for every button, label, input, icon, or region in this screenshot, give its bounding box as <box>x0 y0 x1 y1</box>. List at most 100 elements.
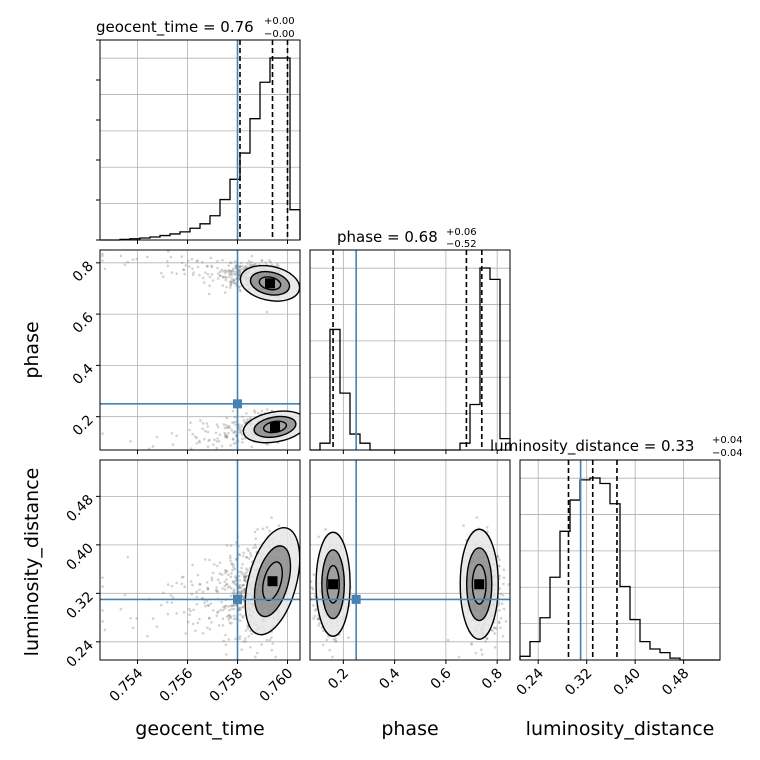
sample-point <box>191 267 194 270</box>
sample-point <box>216 277 220 280</box>
sample-point <box>192 608 195 612</box>
sample-point <box>233 588 236 591</box>
sample-point <box>247 259 251 263</box>
sample-point <box>501 593 505 597</box>
sample-point <box>222 639 226 643</box>
sample-point <box>229 594 233 598</box>
sample-point <box>224 269 228 273</box>
sample-point <box>227 424 231 428</box>
sample-point <box>325 638 329 642</box>
sample-point <box>498 558 501 562</box>
sample-point <box>229 575 233 579</box>
sample-point <box>228 613 231 617</box>
sample-point <box>170 584 174 588</box>
sample-point <box>334 639 337 643</box>
sample-point <box>210 264 213 268</box>
sample-point <box>229 269 233 273</box>
sample-point <box>230 274 233 277</box>
sample-point <box>209 256 213 260</box>
sample-point <box>231 591 235 595</box>
sample-point <box>230 279 233 283</box>
sample-point <box>195 441 199 445</box>
sample-point <box>217 440 221 443</box>
sample-point <box>180 255 184 258</box>
sample-point <box>170 271 174 274</box>
sample-point <box>253 655 257 659</box>
sample-point <box>123 593 127 597</box>
sample-point <box>230 261 233 265</box>
sample-point <box>240 267 243 271</box>
sample-point <box>243 578 246 582</box>
sample-point <box>224 276 228 280</box>
sample-point <box>198 439 201 443</box>
sample-point <box>232 614 236 618</box>
sample-point <box>231 580 235 584</box>
sample-point <box>223 431 226 435</box>
sample-point <box>246 568 249 572</box>
sample-point <box>221 284 225 287</box>
sample-point <box>123 263 127 266</box>
sample-point <box>208 275 212 279</box>
sample-point <box>486 530 489 534</box>
sample-point <box>210 273 214 276</box>
sample-point <box>192 271 195 274</box>
sample-point <box>233 582 236 585</box>
sample-point <box>244 576 247 580</box>
sample-point <box>247 549 250 553</box>
sample-point <box>242 267 246 270</box>
sample-point <box>240 648 244 652</box>
sample-point <box>161 275 165 278</box>
sample-point <box>268 259 271 262</box>
sample-point <box>269 260 273 264</box>
xlabel-geocent_time: geocent_time <box>135 718 264 740</box>
sample-point <box>184 632 188 635</box>
sample-point <box>191 583 194 587</box>
title-phase: phase = 0.68 <box>337 228 438 246</box>
sample-point <box>101 576 104 580</box>
sample-point <box>216 611 219 614</box>
sample-point <box>220 600 224 604</box>
sample-point <box>268 638 272 642</box>
sample-point <box>242 551 245 555</box>
sample-point <box>462 524 465 527</box>
sample-point <box>228 554 232 558</box>
sample-point <box>229 269 233 273</box>
sample-point <box>219 608 222 612</box>
sample-point <box>240 566 243 570</box>
sample-point <box>222 423 226 426</box>
sample-point <box>237 268 241 272</box>
sample-point <box>242 588 246 592</box>
sample-point <box>334 640 338 643</box>
sample-point <box>230 586 233 590</box>
sample-point <box>216 266 219 270</box>
sample-point <box>312 604 315 607</box>
sample-point <box>119 607 123 611</box>
sample-point <box>225 285 228 289</box>
sample-point <box>260 259 264 263</box>
sample-point <box>230 277 234 280</box>
sample-point <box>204 271 207 274</box>
sample-point <box>188 613 191 617</box>
x-tick-label: 0.2 <box>325 666 352 693</box>
sample-point <box>230 562 234 565</box>
sample-point <box>500 602 504 606</box>
sample-point <box>239 265 242 268</box>
sample-point <box>198 441 201 444</box>
sample-point <box>182 268 186 272</box>
sample-point <box>243 587 247 591</box>
sample-point <box>216 578 220 582</box>
sample-point <box>169 593 173 597</box>
sample-point <box>253 409 256 412</box>
sample-point <box>475 516 479 519</box>
sample-point <box>101 585 104 588</box>
sample-point <box>249 554 253 558</box>
x-tick-label: 0.4 <box>376 665 403 692</box>
sample-point <box>241 265 244 268</box>
sample-point <box>215 423 219 426</box>
sample-point <box>244 266 248 269</box>
y-tick-label: 0.32 <box>63 589 96 622</box>
sample-point <box>250 632 254 636</box>
sample-point <box>224 633 227 637</box>
x-tick-label: 0.8 <box>479 666 506 693</box>
sample-point <box>242 419 246 422</box>
